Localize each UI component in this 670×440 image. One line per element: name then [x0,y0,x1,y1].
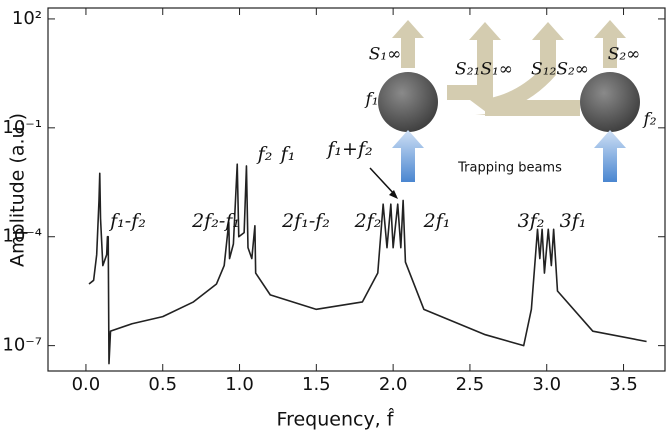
inset-label: f₂ [641,110,656,130]
x-tick-label: 0.0 [72,374,101,395]
particle-2 [580,72,640,132]
x-tick-label: 0.5 [148,374,177,395]
inset-label: S₁∞ [369,45,402,65]
scatter-arrows [392,20,626,116]
y-axis-label: Amplitude (a.u.) [7,113,29,267]
x-tick-label: 3.0 [532,374,561,395]
peak-annotation: f₁+f₂ [325,138,372,160]
inset-label: S₂₁S₁∞ [455,60,513,80]
inset-label: f₁ [363,90,378,110]
peak-annotation: f₁ [279,143,296,165]
peak-annotation: 3f₂ [518,210,545,232]
peak-annotation: f₂ [256,143,273,165]
y-tick-label: 10² [12,8,42,29]
x-axis-label: Frequency, f̂ [277,408,395,430]
inset-caption: Trapping beams [457,161,562,176]
peak-annotation: 3f₁ [560,210,587,232]
inset-label: S₁₂S₂∞ [531,60,589,80]
inset-label: S₂∞ [608,45,641,65]
annotation-arrow [369,167,397,197]
y-tick-label: 10⁻⁴ [2,226,42,247]
x-tick-label: 1.0 [225,374,254,395]
spectrum-line [88,163,647,365]
peak-annotation: 2f₁-f₂ [281,210,330,232]
x-tick-label: 2.0 [379,374,408,395]
peak-annotation: 2f₂ [354,210,382,232]
particle-1 [378,72,438,132]
x-tick-label: 1.5 [302,374,331,395]
y-tick-label: 10⁻¹ [2,117,42,138]
peak-annotation: 2f₁ [423,210,451,232]
x-tick-label: 2.5 [456,374,485,395]
inset-diagram: S₁∞ S₂₁S₁∞ S₁₂S₂∞ S₂∞ f₁ f₂ Trapping bea… [363,20,657,182]
beam-2 [594,130,626,182]
x-tick-label: 3.5 [609,374,638,395]
annotation-arrowhead [389,190,398,199]
peak-annotation: f₁-f₂ [108,210,146,232]
peak-annotation: 2f₂-f₁ [191,210,240,232]
plot-frame [47,7,666,372]
y-tick-label: 10⁻⁷ [2,335,42,356]
beam-1 [392,130,424,182]
